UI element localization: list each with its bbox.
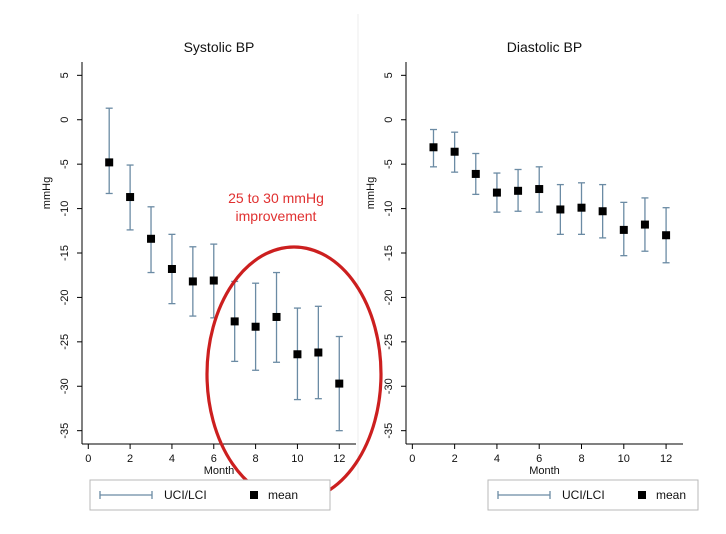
- y-tick-label: -20: [59, 289, 71, 305]
- mean-marker: [230, 317, 239, 326]
- y-tick-label: -35: [59, 423, 71, 439]
- y-tick-label: -5: [383, 159, 395, 169]
- x-tick-label: 4: [494, 453, 500, 465]
- x-tick-label: 6: [536, 453, 542, 465]
- x-tick-label: 8: [578, 453, 584, 465]
- annotation-line-1: 25 to 30 mmHg: [228, 190, 324, 206]
- mean-marker: [577, 203, 586, 212]
- y-tick-label: -15: [59, 245, 71, 261]
- x-tick-label: 2: [127, 453, 133, 465]
- x-tick-label: 10: [291, 453, 303, 465]
- mean-marker: [514, 186, 523, 195]
- y-tick-label: -35: [383, 423, 395, 439]
- y-tick-label: 0: [59, 117, 71, 123]
- chart-title: Systolic BP: [184, 39, 255, 55]
- y-tick-label: -30: [59, 378, 71, 394]
- mean-marker: [619, 225, 628, 234]
- mean-marker: [126, 193, 135, 202]
- mean-marker: [598, 207, 607, 216]
- y-tick-label: -30: [383, 378, 395, 394]
- y-axis-label: mmHg: [41, 177, 53, 209]
- x-tick-label: 6: [211, 453, 217, 465]
- x-tick-label: 10: [618, 453, 630, 465]
- x-tick-label: 4: [169, 453, 175, 465]
- mean-marker: [662, 231, 671, 240]
- x-tick-label: 8: [253, 453, 259, 465]
- legend-label-ci: UCI/LCI: [164, 488, 207, 502]
- y-tick-label: -25: [59, 334, 71, 350]
- y-tick-label: -25: [383, 334, 395, 350]
- y-tick-label: 5: [383, 72, 395, 78]
- mean-marker: [167, 264, 176, 273]
- mean-marker: [535, 185, 544, 194]
- y-tick-label: -10: [59, 201, 71, 217]
- y-tick-label: -5: [59, 159, 71, 169]
- mean-marker: [209, 276, 218, 285]
- x-tick-label: 12: [333, 453, 345, 465]
- mean-marker: [105, 158, 114, 167]
- mean-marker: [293, 350, 302, 359]
- legend-mean-symbol: [638, 491, 646, 499]
- y-tick-label: -20: [383, 289, 395, 305]
- annotation-line-2: improvement: [236, 208, 317, 224]
- mean-marker: [335, 379, 344, 388]
- legend-label-mean: mean: [656, 488, 686, 502]
- y-tick-label: 5: [59, 72, 71, 78]
- y-tick-label: 0: [383, 117, 395, 123]
- y-axis-label: mmHg: [365, 177, 377, 209]
- y-tick-label: -10: [383, 201, 395, 217]
- legend-label-mean: mean: [268, 488, 298, 502]
- mean-marker: [450, 147, 459, 156]
- mean-marker: [188, 277, 197, 286]
- x-tick-label: 2: [452, 453, 458, 465]
- mean-marker: [556, 205, 565, 214]
- mean-marker: [251, 322, 260, 331]
- mean-marker: [471, 169, 480, 178]
- x-tick-label: 12: [660, 453, 672, 465]
- mean-marker: [147, 234, 156, 243]
- x-tick-label: 0: [85, 453, 91, 465]
- legend-label-ci: UCI/LCI: [562, 488, 605, 502]
- mean-marker: [640, 220, 649, 229]
- mean-marker: [314, 348, 323, 357]
- mean-marker: [272, 312, 281, 321]
- x-axis-label: Month: [529, 465, 560, 477]
- chart-title: Diastolic BP: [507, 39, 582, 55]
- y-tick-label: -15: [383, 245, 395, 261]
- mean-marker: [492, 188, 501, 197]
- x-axis-label: Month: [204, 465, 235, 477]
- legend-mean-symbol: [250, 491, 258, 499]
- mean-marker: [429, 143, 438, 152]
- x-tick-label: 0: [409, 453, 415, 465]
